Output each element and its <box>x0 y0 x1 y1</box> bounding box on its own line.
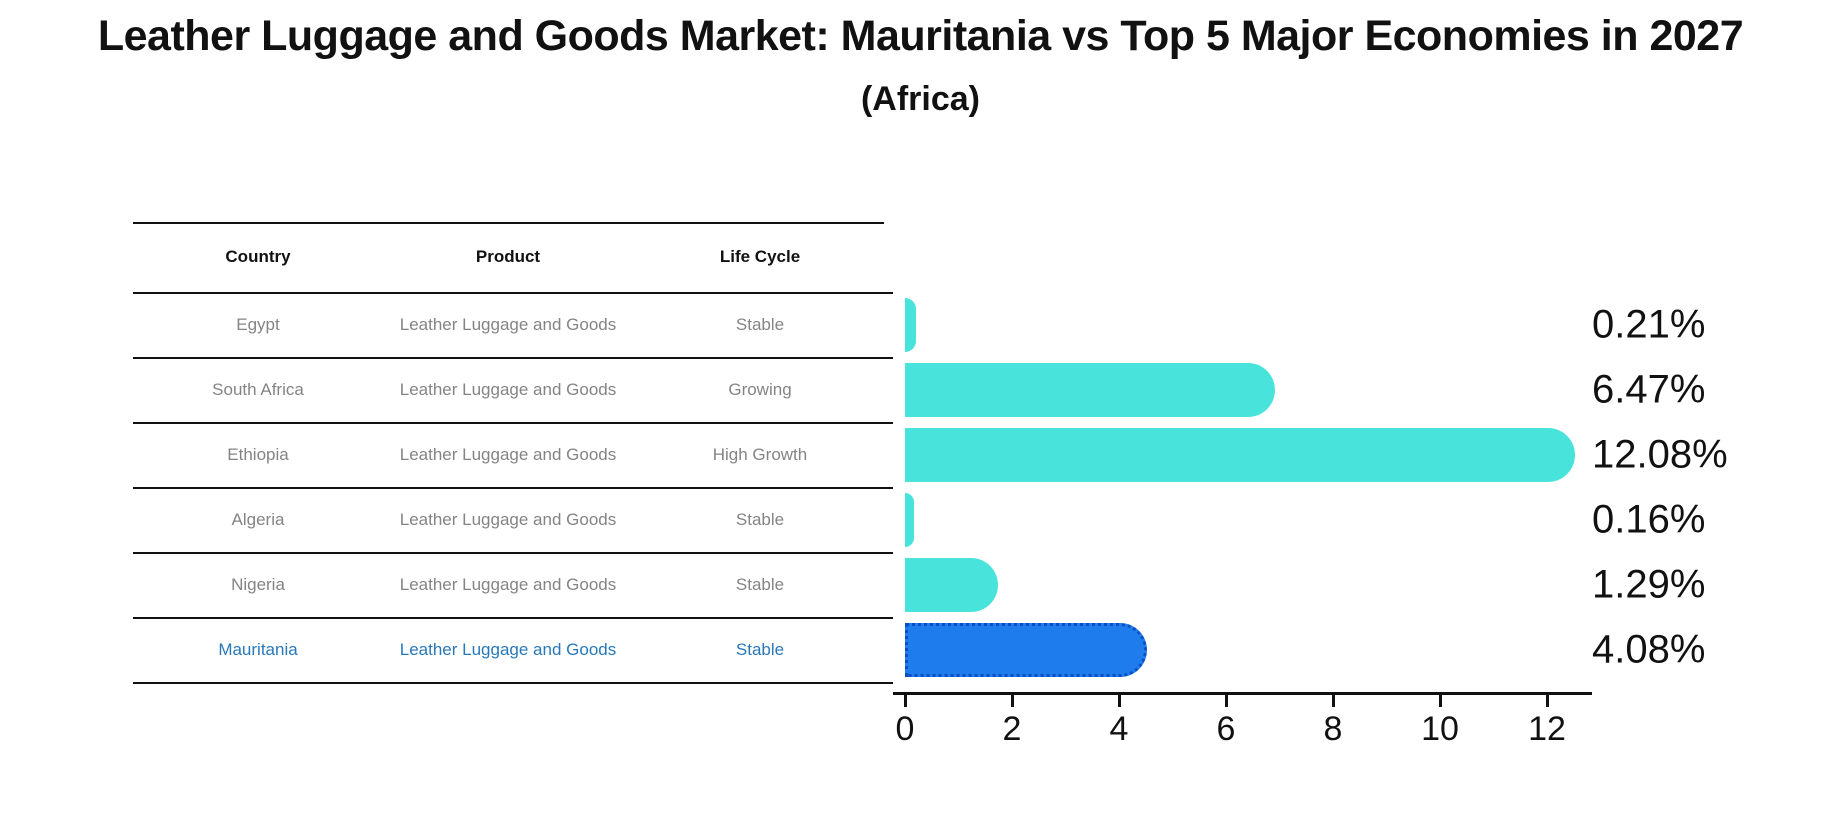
bar-value-label: 6.47% <box>1592 367 1706 411</box>
x-axis-tick-label: 4 <box>1109 710 1129 748</box>
x-axis-tick-label: 0 <box>895 710 915 748</box>
table-cell-life_cycle: Stable <box>735 314 785 334</box>
bar-algeria <box>905 492 914 547</box>
x-axis-tick-label: 2 <box>1002 710 1022 748</box>
y-axis-tick <box>876 617 893 619</box>
table-rule <box>133 222 884 224</box>
table-cell-life_cycle: Stable <box>735 574 785 594</box>
x-axis-tick <box>1439 695 1442 707</box>
table-cell-country: South Africa <box>212 379 304 399</box>
table-cell-product: Leather Luggage and Goods <box>399 379 617 399</box>
bar-mauritania-highlight <box>905 622 1148 677</box>
bar-value-label: 0.16% <box>1592 497 1706 541</box>
bar-nigeria <box>905 557 998 612</box>
table-header-country: Country <box>225 247 291 266</box>
table-cell-life_cycle: Growing <box>728 379 792 399</box>
x-axis-tick <box>1225 695 1228 707</box>
table-rule <box>133 682 884 684</box>
x-axis-tick <box>1011 695 1014 707</box>
x-axis-tick-label: 8 <box>1323 710 1343 748</box>
table-cell-product: Leather Luggage and Goods <box>399 509 617 529</box>
table-cell-life_cycle: Stable <box>735 509 785 529</box>
table-cell-product: Leather Luggage and Goods <box>399 574 617 594</box>
x-axis-tick-label: 10 <box>1421 710 1459 748</box>
bar-value-label: 12.08% <box>1592 432 1728 476</box>
x-axis-tick-label: 12 <box>1528 710 1566 748</box>
x-axis-tick <box>1546 695 1549 707</box>
table-rule <box>133 422 884 424</box>
table-rule <box>133 487 884 489</box>
table-cell-country: Egypt <box>236 314 280 334</box>
table-rule <box>133 617 884 619</box>
y-axis-tick <box>876 357 893 359</box>
y-axis-tick <box>876 682 893 684</box>
x-axis-tick-label: 6 <box>1216 710 1236 748</box>
table-rule <box>133 552 884 554</box>
y-axis-tick <box>876 292 893 294</box>
bar-value-label: 4.08% <box>1592 627 1706 671</box>
y-axis-tick <box>876 552 893 554</box>
table-cell-product: Leather Luggage and Goods <box>399 314 617 334</box>
table-cell-product: Leather Luggage and Goods <box>399 444 617 464</box>
table-cell-country: Nigeria <box>231 574 285 594</box>
table-cell-life_cycle: Stable <box>735 639 785 659</box>
x-axis-tick <box>1118 695 1121 707</box>
table-cell-country: Ethiopia <box>227 444 289 464</box>
bar-egypt <box>905 297 917 352</box>
table-cell-life_cycle: High Growth <box>712 444 808 464</box>
page-subtitle: (Africa) <box>860 80 981 118</box>
table-rule <box>133 292 884 294</box>
bar-value-label: 0.21% <box>1592 302 1706 346</box>
x-axis-line <box>893 692 1592 695</box>
y-axis-tick <box>876 487 893 489</box>
table-cell-product: Leather Luggage and Goods <box>399 639 617 659</box>
page-title: Leather Luggage and Goods Market: Maurit… <box>97 12 1744 60</box>
table-header-product: Product <box>475 247 541 266</box>
table-cell-country: Algeria <box>231 509 285 529</box>
bar-ethiopia <box>905 427 1576 482</box>
table-rule <box>133 357 884 359</box>
bar-south-africa <box>905 362 1276 417</box>
x-axis-tick <box>1332 695 1335 707</box>
bar-value-label: 1.29% <box>1592 562 1706 606</box>
y-axis-tick <box>876 422 893 424</box>
table-header-life_cycle: Life Cycle <box>719 247 801 266</box>
x-axis-tick <box>904 695 907 707</box>
table-cell-country: Mauritania <box>218 639 298 659</box>
